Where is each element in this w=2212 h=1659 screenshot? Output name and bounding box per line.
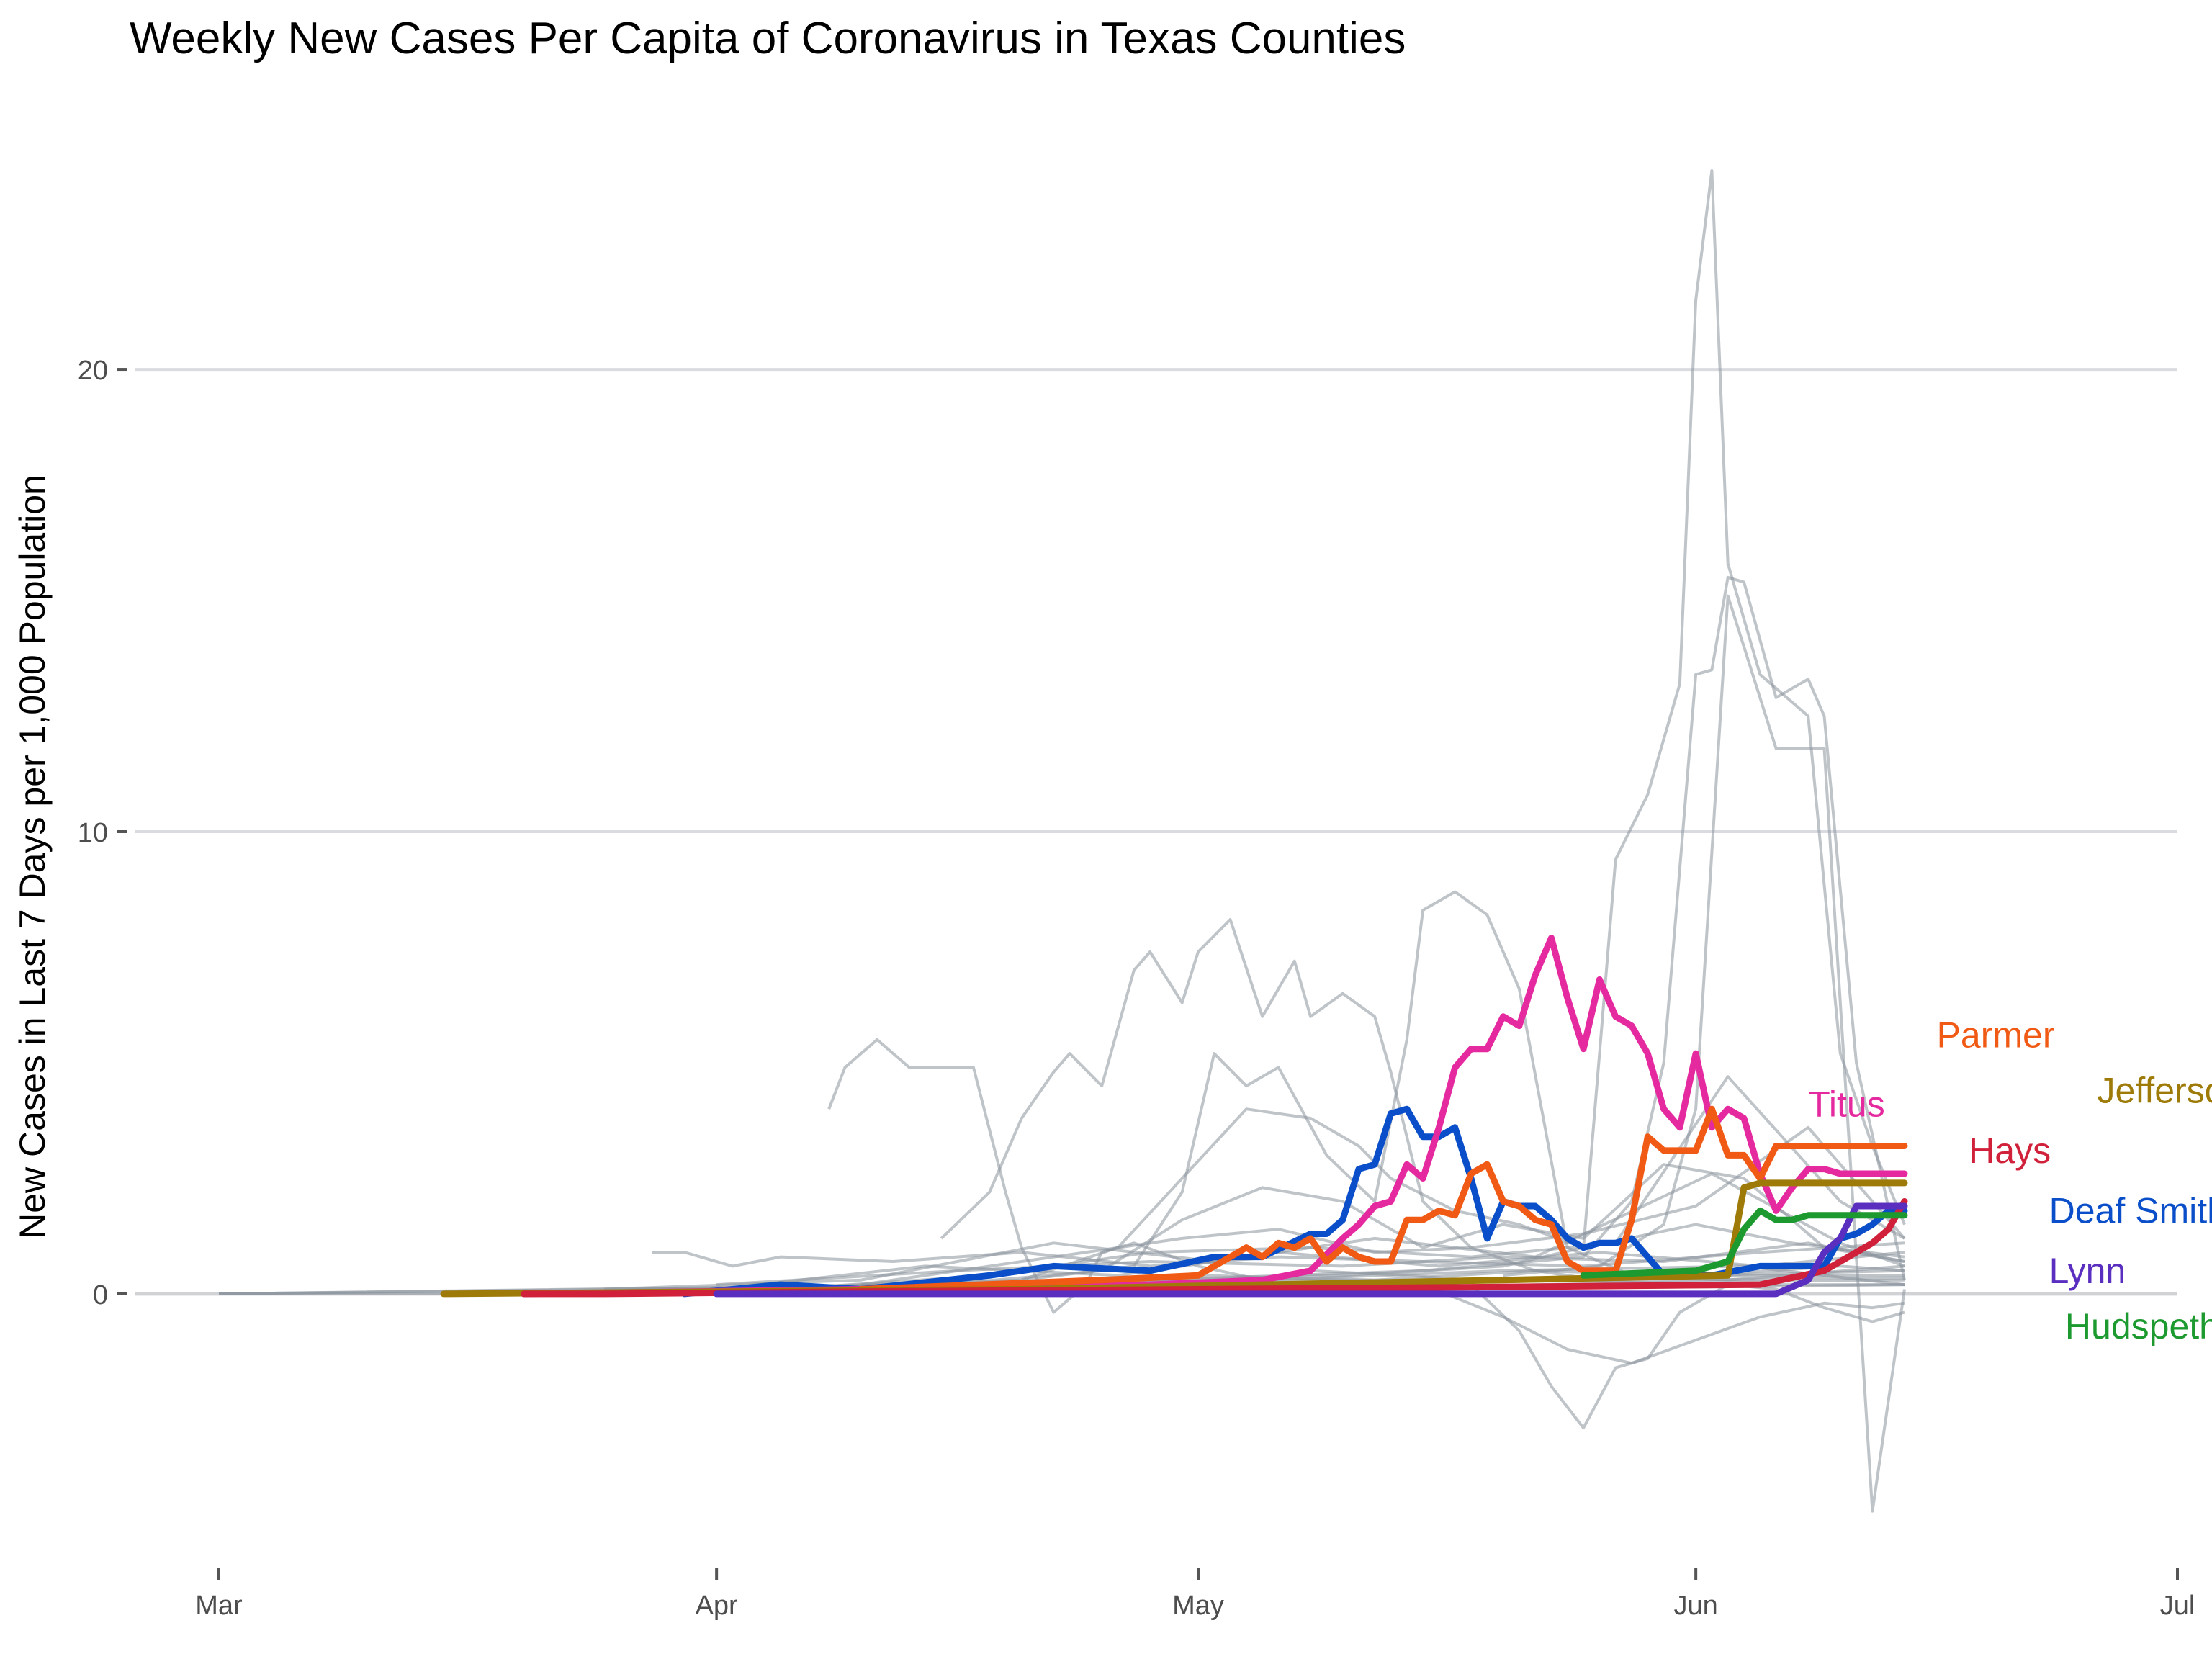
- series-line-parmer: [858, 1105, 1908, 1292]
- series-label-parmer: Parmer: [1937, 1015, 2055, 1055]
- series-line-deaf-smith: [681, 1105, 1908, 1298]
- highlighted-county-lines: [440, 935, 1908, 1298]
- series-label-titus: Titus: [1808, 1084, 1885, 1125]
- x-tick-label: Jun: [1674, 1591, 1718, 1621]
- axis-ticks: 0 10 20 Mar Apr May Jun Jul: [78, 356, 2195, 1621]
- series-line-titus: [521, 935, 1908, 1298]
- chart-title: Weekly New Cases Per Capita of Coronavir…: [130, 14, 1406, 63]
- background-county-lines: [218, 169, 1906, 1513]
- county-line-11: [941, 1163, 1905, 1287]
- series-line-jefferson: [440, 1179, 1908, 1298]
- series-label-hays: Hays: [1969, 1130, 2051, 1171]
- series-line-hudspeth: [1580, 1207, 1908, 1279]
- county-line-3: [940, 918, 1905, 1282]
- county-line-4: [1021, 890, 1905, 1282]
- series-label-jefferson: Jefferson: [2098, 1070, 2212, 1110]
- y-tick-label: 0: [93, 1280, 108, 1310]
- series-line-lynn: [713, 1202, 1908, 1298]
- y-tick-label: 10: [78, 818, 108, 848]
- y-tick-label: 20: [78, 356, 108, 386]
- series-label-lynn: Lynn: [2049, 1251, 2126, 1291]
- county-line-8: [1470, 1283, 1905, 1430]
- series-label-deaf-smith: Deaf Smith: [2049, 1190, 2212, 1231]
- county-line-5: [218, 169, 1906, 1295]
- x-tick-label: Apr: [696, 1591, 738, 1621]
- county-line-7: [1503, 594, 1906, 1513]
- gridlines: [135, 368, 2177, 1296]
- county-line-6: [218, 575, 1906, 1295]
- series-labels: Parmer Jefferson Titus Hays Deaf Smith Lynn Hu…: [1808, 1015, 2212, 1346]
- county-line-16: [716, 1241, 1905, 1287]
- y-axis-label: New Cases in Last 7 Days per 1,000 Popul…: [12, 475, 53, 1239]
- x-tick-label: May: [1172, 1591, 1224, 1621]
- x-tick-label: Jul: [2160, 1591, 2195, 1621]
- county-line-9: [1422, 1283, 1905, 1365]
- x-tick-label: Mar: [195, 1591, 243, 1621]
- series-label-hudspeth: Hudspeth: [2065, 1306, 2212, 1346]
